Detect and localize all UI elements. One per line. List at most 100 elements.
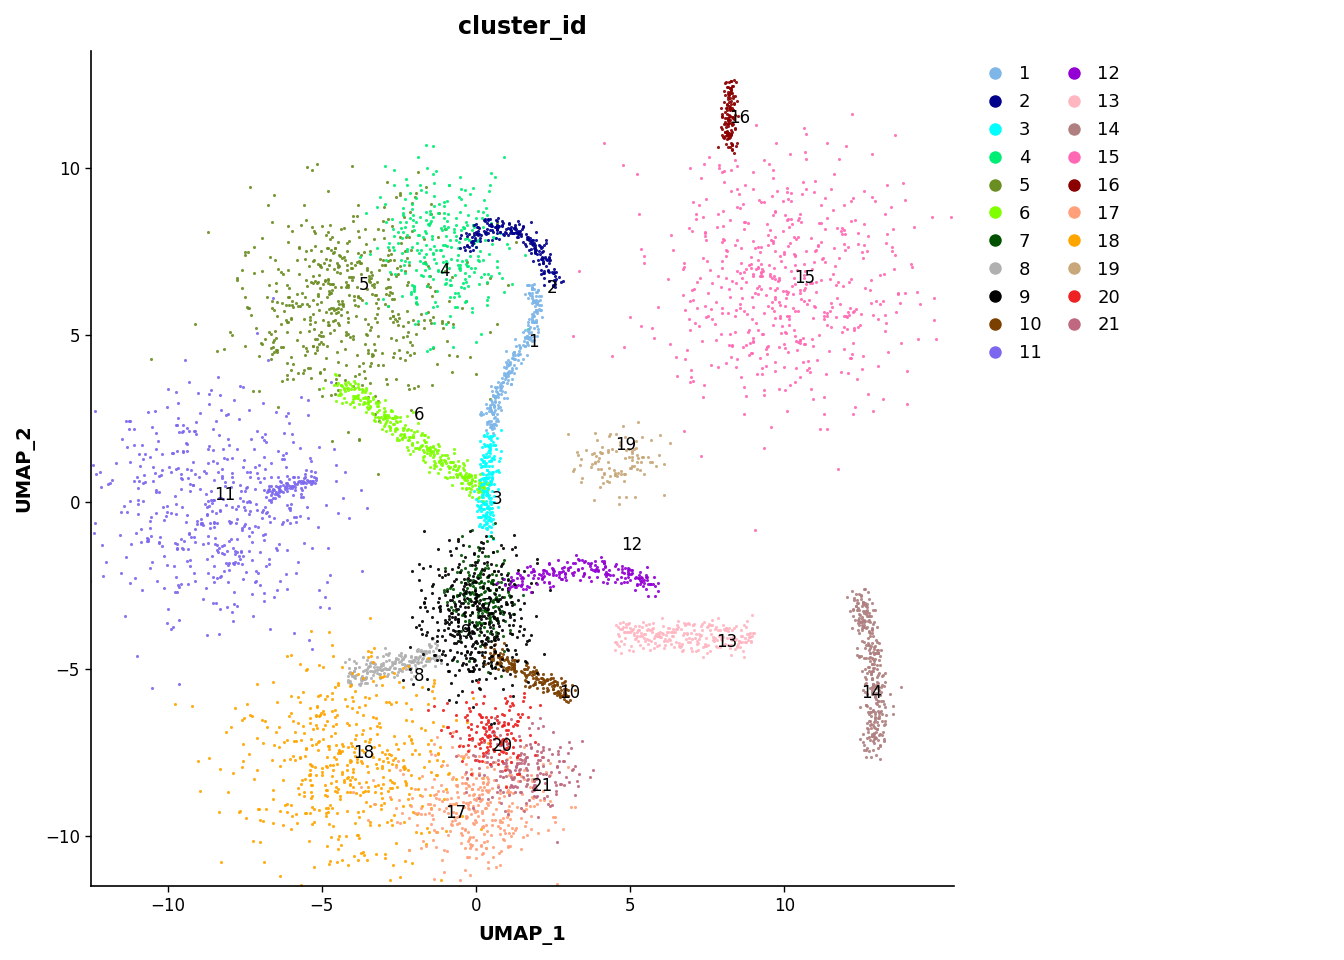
Point <box>477 607 499 622</box>
Point <box>610 564 632 580</box>
Point <box>500 755 521 770</box>
Point <box>473 834 495 850</box>
Point <box>434 588 456 603</box>
Point <box>423 252 445 267</box>
Point <box>454 468 476 483</box>
Point <box>673 615 695 631</box>
Point <box>852 603 874 618</box>
Point <box>501 541 523 557</box>
Point <box>847 320 868 335</box>
Point <box>328 828 349 843</box>
Point <box>449 585 470 600</box>
Point <box>594 559 616 574</box>
Point <box>696 646 718 661</box>
Point <box>855 677 876 692</box>
Point <box>598 454 620 469</box>
Point <box>642 330 664 346</box>
Point <box>526 292 547 307</box>
Point <box>466 616 488 632</box>
Point <box>85 467 106 482</box>
Point <box>138 520 160 536</box>
Point <box>593 553 614 568</box>
Point <box>435 316 457 331</box>
Point <box>860 704 882 719</box>
Point <box>136 530 157 545</box>
Point <box>332 738 353 754</box>
Point <box>492 681 513 696</box>
Point <box>484 644 505 660</box>
Point <box>290 877 312 893</box>
Point <box>200 492 222 508</box>
Point <box>362 655 383 670</box>
Point <box>847 615 868 631</box>
Point <box>526 302 547 318</box>
Point <box>853 183 875 199</box>
Point <box>630 569 652 585</box>
Point <box>547 743 569 758</box>
Point <box>878 345 899 360</box>
Point <box>480 614 501 630</box>
Point <box>324 377 345 393</box>
Point <box>448 460 469 475</box>
Point <box>745 315 766 330</box>
Point <box>478 430 500 445</box>
Point <box>298 833 320 849</box>
Point <box>716 244 738 259</box>
Point <box>409 617 430 633</box>
Point <box>437 315 458 330</box>
Point <box>406 642 427 658</box>
Point <box>626 415 648 430</box>
Point <box>340 753 362 768</box>
Point <box>336 279 358 295</box>
Point <box>167 541 188 557</box>
Point <box>435 823 457 838</box>
Point <box>485 582 507 597</box>
Point <box>277 477 298 492</box>
Point <box>435 455 457 470</box>
Point <box>844 323 866 338</box>
Point <box>316 240 337 255</box>
Point <box>239 180 261 195</box>
Point <box>430 758 452 774</box>
Point <box>444 458 465 473</box>
Point <box>544 262 566 277</box>
Point <box>722 101 743 116</box>
Point <box>290 473 312 489</box>
Point <box>375 640 396 656</box>
Point <box>718 80 739 95</box>
Point <box>512 582 534 597</box>
Point <box>336 699 358 714</box>
Point <box>482 417 504 432</box>
Point <box>464 583 485 598</box>
Point <box>526 671 547 686</box>
Point <box>516 636 538 652</box>
Point <box>401 564 422 579</box>
Point <box>431 223 453 238</box>
Point <box>527 759 548 775</box>
Point <box>554 754 575 769</box>
Text: 3: 3 <box>492 490 503 508</box>
Point <box>399 639 421 655</box>
Point <box>261 483 282 498</box>
Point <box>253 593 274 609</box>
Point <box>374 408 395 423</box>
Point <box>630 576 652 591</box>
Point <box>492 371 513 386</box>
Point <box>379 415 401 430</box>
Point <box>241 431 262 446</box>
Point <box>176 554 198 569</box>
Point <box>341 769 363 784</box>
Point <box>868 693 890 708</box>
Point <box>159 460 180 475</box>
Point <box>487 779 508 794</box>
Point <box>520 235 542 251</box>
Point <box>621 449 642 465</box>
Point <box>110 527 132 542</box>
Point <box>680 293 702 308</box>
Point <box>450 241 472 256</box>
Point <box>493 652 515 667</box>
Point <box>259 326 281 342</box>
Point <box>480 211 501 227</box>
Point <box>789 332 810 348</box>
Point <box>458 625 480 640</box>
